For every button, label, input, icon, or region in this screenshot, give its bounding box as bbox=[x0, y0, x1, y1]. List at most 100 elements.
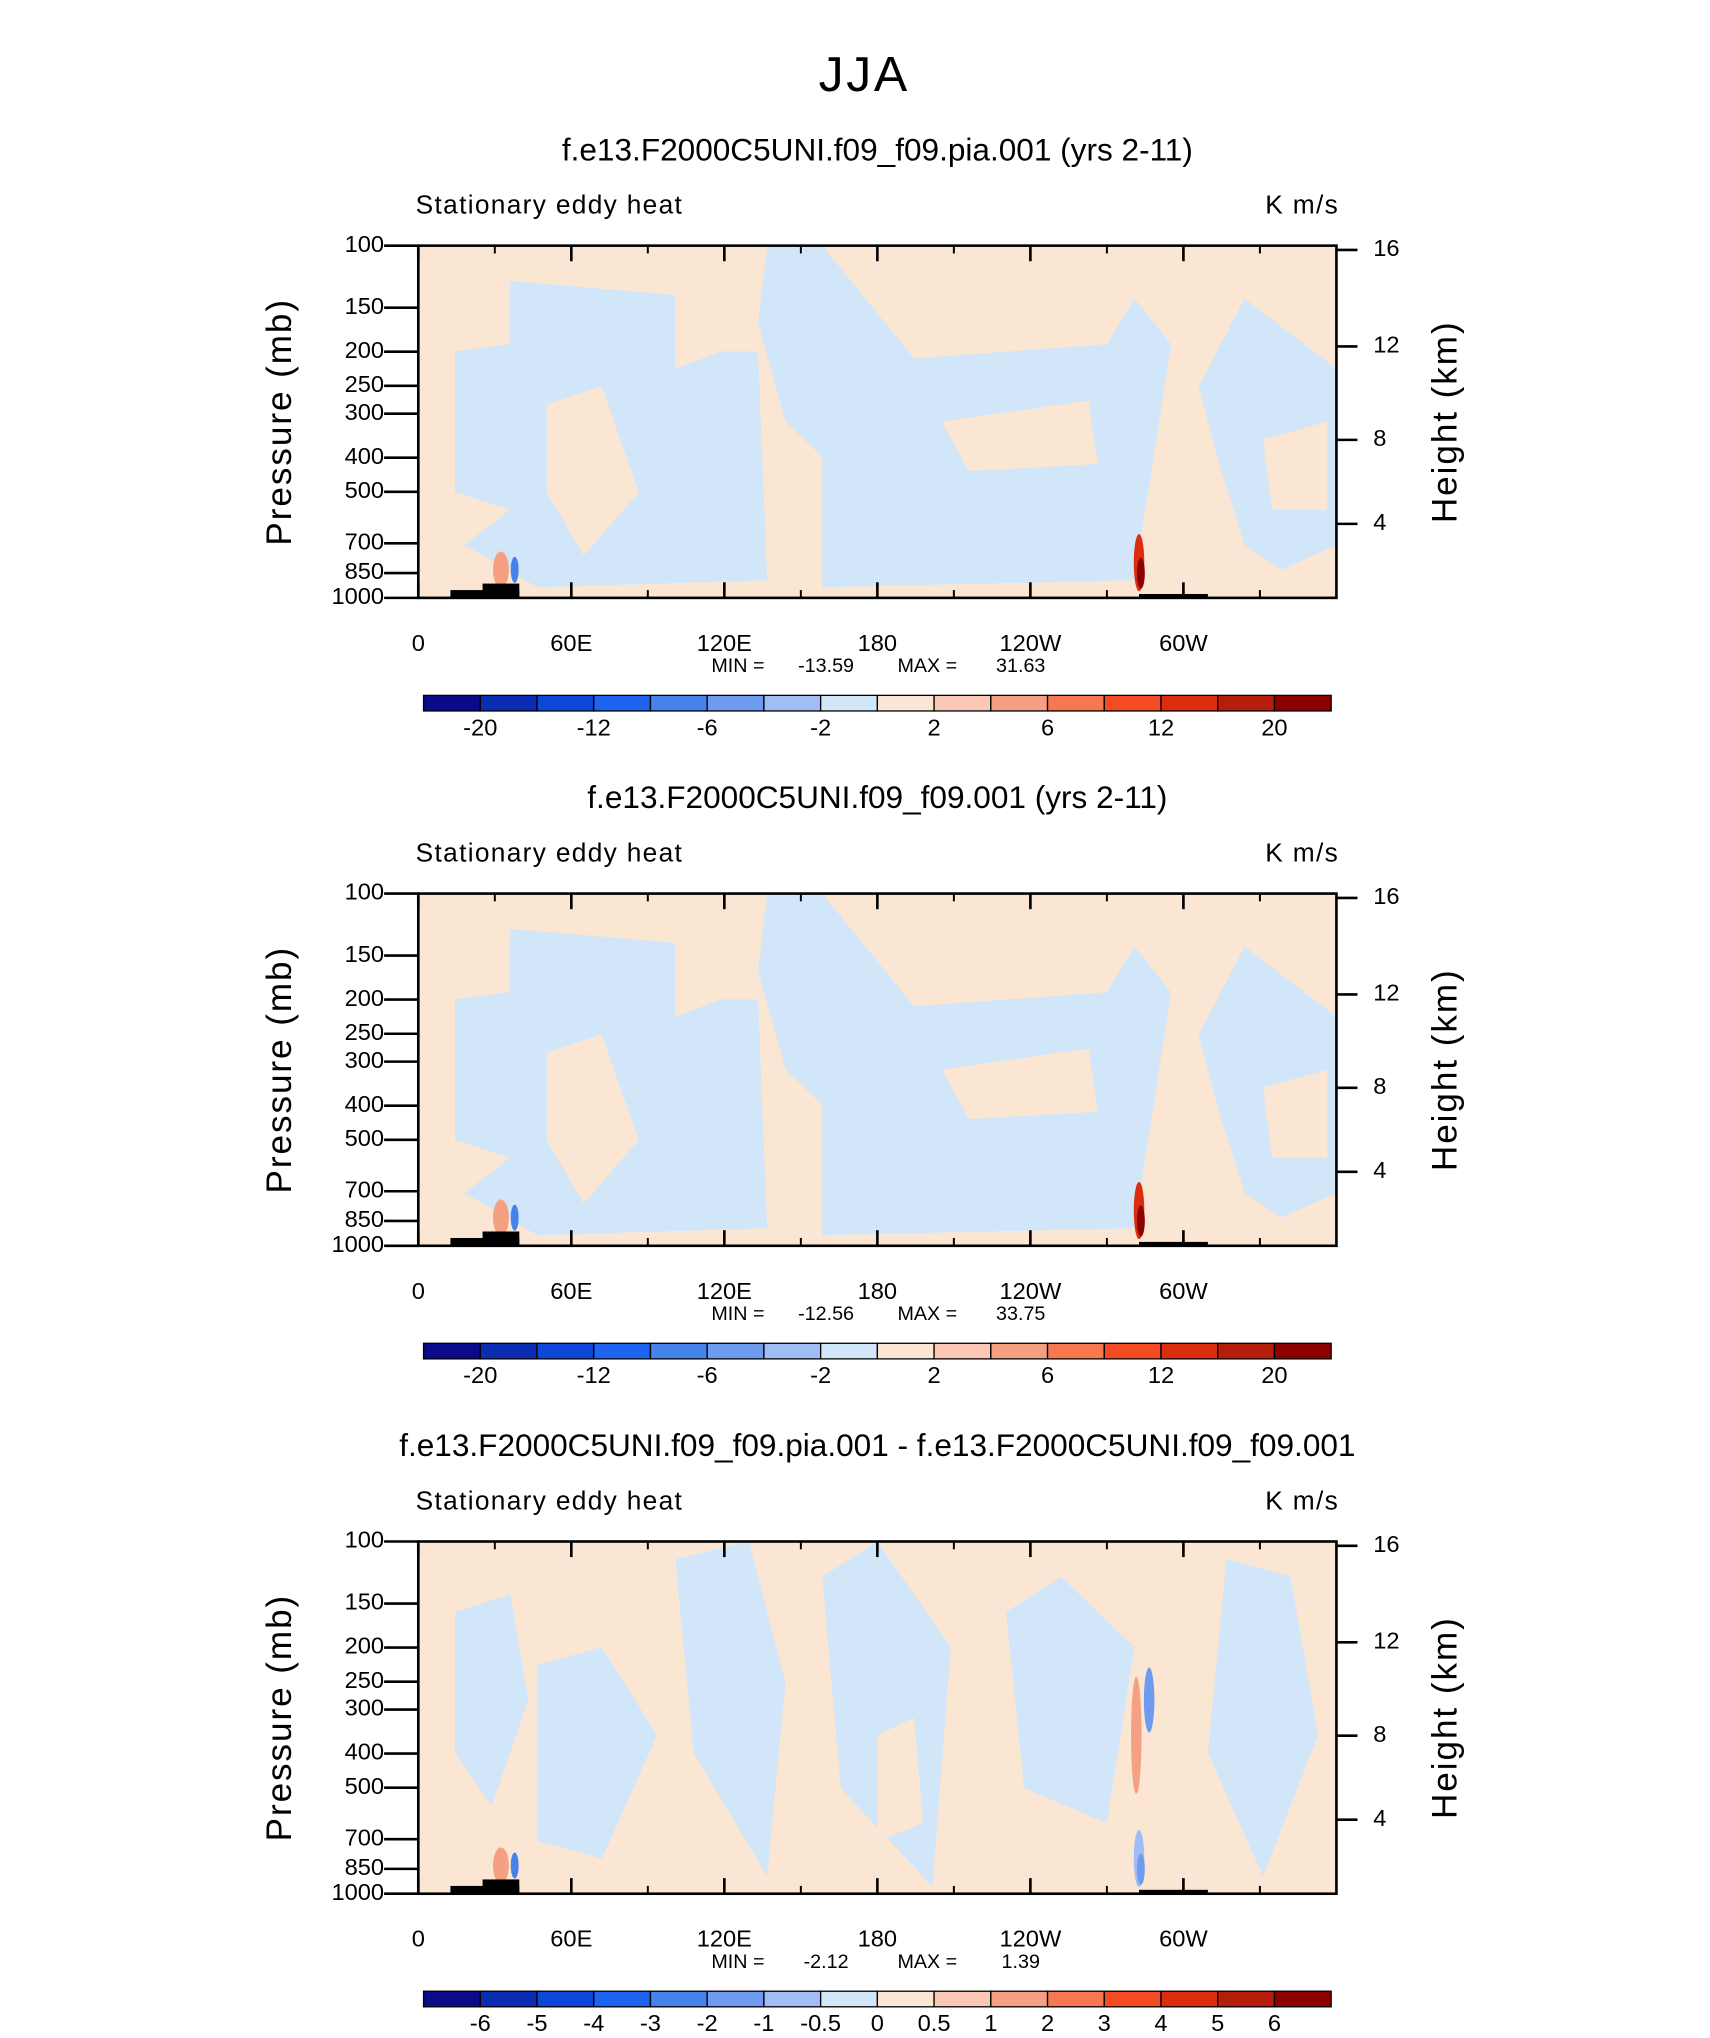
min-value: -2.12 bbox=[804, 1951, 849, 1973]
y-tick-label: 850 bbox=[345, 1206, 384, 1232]
contour-region bbox=[1136, 557, 1145, 589]
colorbar-label: 4 bbox=[1154, 2010, 1167, 2036]
contour-region bbox=[675, 1541, 786, 1877]
min-value: -12.56 bbox=[798, 1303, 854, 1325]
panel: f.e13.F2000C5UNI.f09_f09.001 (yrs 2-11) S… bbox=[260, 780, 1465, 1388]
colorbar-label: -6 bbox=[470, 2010, 491, 2036]
x-tick-label: 120E bbox=[697, 1926, 752, 1952]
y-tick-label: 300 bbox=[345, 1047, 384, 1073]
terrain bbox=[482, 583, 520, 598]
colorbar-box bbox=[593, 694, 652, 712]
colorbar-box bbox=[1273, 1990, 1332, 2008]
colorbar-box bbox=[876, 1342, 935, 1360]
y-tick-label: 1000 bbox=[331, 1231, 384, 1257]
contour-region bbox=[877, 1717, 924, 1841]
max-value: 31.63 bbox=[996, 655, 1045, 677]
x-tick-label: 0 bbox=[412, 1926, 425, 1952]
contour-region bbox=[941, 400, 1098, 472]
colorbar-box bbox=[422, 694, 481, 712]
colorbar-label: 6 bbox=[1268, 2010, 1281, 2036]
colorbar-box bbox=[933, 1342, 992, 1360]
colorbar-label: 5 bbox=[1211, 2010, 1224, 2036]
y-tick-label: 850 bbox=[345, 1854, 384, 1880]
y-axis-label: Pressure (mb) bbox=[260, 946, 299, 1194]
terrain bbox=[1139, 1241, 1208, 1246]
contour-region bbox=[758, 245, 1172, 588]
x-tick-label: 0 bbox=[412, 1278, 425, 1304]
colorbar-box bbox=[763, 1342, 822, 1360]
y-axis-label: Pressure (mb) bbox=[260, 1594, 299, 1842]
y-axis-label: Pressure (mb) bbox=[260, 298, 299, 546]
colorbar-label: 6 bbox=[1041, 714, 1054, 740]
contour-region bbox=[493, 1847, 509, 1884]
colorbar-box bbox=[536, 1990, 595, 2008]
contour-region bbox=[510, 1204, 519, 1231]
colorbar-label: 0 bbox=[871, 2010, 884, 2036]
contour-region bbox=[1005, 1576, 1135, 1824]
y-tick-label: 200 bbox=[345, 337, 384, 363]
terrain bbox=[1139, 1889, 1208, 1894]
colorbar-box bbox=[706, 694, 765, 712]
max-value: 1.39 bbox=[1002, 1951, 1040, 1973]
y-tick-label: 500 bbox=[345, 1125, 384, 1151]
contour-region bbox=[1136, 1205, 1145, 1237]
y-tick-label: 500 bbox=[345, 477, 384, 503]
colorbar-box bbox=[1160, 1342, 1219, 1360]
panel-title: f.e13.F2000C5UNI.f09_f09.001 (yrs 2-11) bbox=[587, 780, 1167, 815]
colorbar-label: 0.5 bbox=[918, 2010, 951, 2036]
colorbar-box bbox=[1273, 694, 1332, 712]
contour-region bbox=[1143, 1667, 1155, 1733]
panel-title: f.e13.F2000C5UNI.f09_f09.pia.001 (yrs 2-… bbox=[562, 132, 1193, 167]
colorbar-box bbox=[876, 1990, 935, 2008]
x-tick-label: 60E bbox=[550, 630, 592, 656]
y-tick-label: 250 bbox=[345, 371, 384, 397]
max-value: 33.75 bbox=[996, 1303, 1045, 1325]
colorbar-box bbox=[990, 1990, 1049, 2008]
colorbar-box bbox=[819, 1342, 879, 1360]
y-tick-label: 700 bbox=[345, 529, 384, 555]
colorbar-box bbox=[1103, 1990, 1162, 2008]
y-tick-label: 400 bbox=[345, 443, 384, 469]
contour-region bbox=[758, 893, 1172, 1236]
contour-region bbox=[546, 386, 639, 556]
left-string: Stationary eddy heat bbox=[416, 838, 684, 868]
y2-tick-label: 8 bbox=[1373, 1073, 1386, 1099]
x-tick-label: 120W bbox=[999, 630, 1062, 656]
y-tick-label: 700 bbox=[345, 1177, 384, 1203]
terrain bbox=[1139, 593, 1208, 598]
contour-region bbox=[1131, 1676, 1142, 1794]
colorbar-box bbox=[706, 1342, 765, 1360]
colorbar-label: 20 bbox=[1261, 1362, 1287, 1388]
colorbar-label: 12 bbox=[1148, 714, 1174, 740]
x-tick-label: 60W bbox=[1159, 1926, 1208, 1952]
max-label: MAX = bbox=[897, 1303, 957, 1325]
colorbar-label: 12 bbox=[1148, 1362, 1174, 1388]
right-string: K m/s bbox=[1265, 838, 1339, 868]
x-tick-label: 120E bbox=[697, 1278, 752, 1304]
colorbar-box bbox=[479, 1990, 538, 2008]
panel: f.e13.F2000C5UNI.f09_f09.pia.001 - f.e13… bbox=[260, 1428, 1465, 2036]
panel-title: f.e13.F2000C5UNI.f09_f09.pia.001 - f.e13… bbox=[399, 1428, 1355, 1463]
contour-region bbox=[493, 1199, 509, 1236]
colorbar-box bbox=[1160, 1990, 1219, 2008]
colorbar-label: 1 bbox=[984, 2010, 997, 2036]
y-tick-label: 850 bbox=[345, 558, 384, 584]
y2-tick-label: 8 bbox=[1373, 425, 1386, 451]
y-tick-label: 1000 bbox=[331, 583, 384, 609]
colorbar-label: -5 bbox=[526, 2010, 547, 2036]
right-string: K m/s bbox=[1265, 190, 1339, 220]
y2-tick-label: 16 bbox=[1373, 235, 1399, 261]
figure-title: JJA bbox=[819, 46, 910, 102]
colorbar-box bbox=[479, 694, 538, 712]
colorbar-label: 6 bbox=[1041, 1362, 1054, 1388]
y-tick-label: 300 bbox=[345, 399, 384, 425]
colorbar-label: -1 bbox=[753, 2010, 774, 2036]
contour-region bbox=[537, 1647, 658, 1859]
contour-region bbox=[1207, 1559, 1319, 1877]
colorbar-box bbox=[933, 1990, 992, 2008]
y-tick-label: 200 bbox=[345, 985, 384, 1011]
y2-tick-label: 8 bbox=[1373, 1721, 1386, 1747]
y-tick-label: 1000 bbox=[331, 1879, 384, 1905]
contour-region bbox=[455, 1594, 529, 1806]
